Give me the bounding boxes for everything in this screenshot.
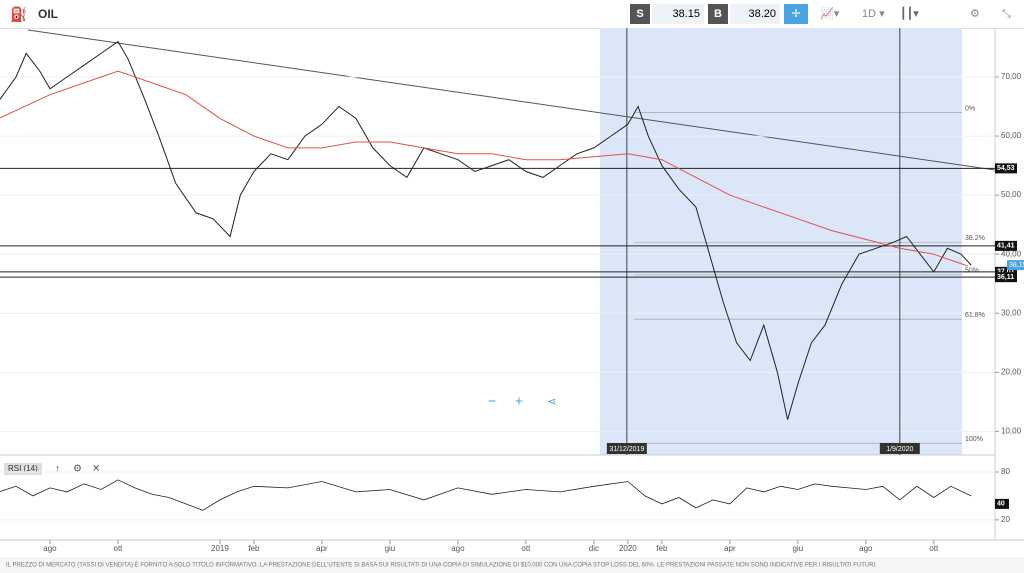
rsi-title: RSI (14) xyxy=(8,464,38,473)
collapse-button[interactable]: ⤡ xyxy=(1002,8,1011,20)
x-tick-label: ott xyxy=(929,544,939,553)
y-tick-label: 50,00 xyxy=(1001,190,1022,199)
fib-area xyxy=(600,28,962,455)
rsi-close-button[interactable]: ✕ xyxy=(92,464,100,475)
buy-price[interactable]: 38.20 xyxy=(730,4,780,24)
x-tick-label: giu xyxy=(792,544,803,553)
x-tick-label: ott xyxy=(521,544,531,553)
candle-button[interactable]: ┃┃▾ xyxy=(900,8,919,20)
price-line xyxy=(0,70,968,267)
x-tick-label: 2019 xyxy=(211,544,229,553)
y-tick-label: 80 xyxy=(1001,467,1010,476)
level-badge xyxy=(995,240,1017,251)
x-tick-label: 2020 xyxy=(619,544,637,553)
date-marker-box xyxy=(606,443,647,454)
date-marker-box xyxy=(879,443,920,454)
y-tick-label: 60,00 xyxy=(1001,131,1022,140)
y-tick-label: 10,00 xyxy=(1001,426,1022,435)
timeframe: 1D xyxy=(862,8,877,20)
fib-label: 61.8% xyxy=(965,312,985,319)
sell-price[interactable]: 38.15 xyxy=(652,4,704,24)
zoom-out-button[interactable]: − xyxy=(488,393,496,409)
x-tick-label: dic xyxy=(589,544,599,553)
level-badge xyxy=(995,266,1017,277)
rsi-up-button[interactable]: ↑ xyxy=(55,464,60,475)
zoom-in-button[interactable]: + xyxy=(515,393,523,409)
price-badge-label: 38,15 xyxy=(1009,262,1024,269)
share-button[interactable]: ⋖ xyxy=(547,396,556,408)
x-tick-label: feb xyxy=(656,544,668,553)
date-marker-label: 1/9/2020 xyxy=(886,446,913,453)
fib-label: 0% xyxy=(965,105,975,112)
zoom-controls xyxy=(478,392,568,412)
disclaimer: IL PREZZO DI MERCATO (TASSI DI VENDITA) … xyxy=(6,562,877,569)
price-line xyxy=(0,40,972,420)
x-tick-label: ago xyxy=(451,544,465,553)
x-tick-label: apr xyxy=(316,544,328,553)
settings-button[interactable]: ⚙ xyxy=(970,8,980,20)
x-tick-label: ott xyxy=(114,544,124,553)
symbol: OIL xyxy=(38,7,58,21)
x-tick-label: feb xyxy=(248,544,260,553)
y-tick-label: 20 xyxy=(1001,515,1010,524)
fib-label: 50% xyxy=(965,268,979,275)
fib-label: 38.2% xyxy=(965,235,985,242)
timeframe-button[interactable]: 1D ▾ xyxy=(862,8,885,20)
chart-type-button[interactable]: 📈▾ xyxy=(820,8,840,20)
y-tick-label: 40,00 xyxy=(1001,249,1022,258)
price-badge xyxy=(1007,260,1024,271)
level-label: 41,41 xyxy=(997,243,1015,250)
x-tick-label: ago xyxy=(43,544,57,553)
footer xyxy=(0,557,1024,573)
y-tick-label: 30,00 xyxy=(1001,308,1022,317)
toolbar: ⛽ OIL S 38.15 B 38.20 ✛ 📈▾ 1D ▾ ┃┃▾ ⚙ ⤡ xyxy=(0,0,1024,29)
level-label: 54,53 xyxy=(997,165,1015,172)
x-tick-label: ago xyxy=(859,544,873,553)
rsi-settings-button[interactable]: ⚙ xyxy=(73,464,82,475)
buy-label[interactable]: B xyxy=(708,4,728,24)
rsi-badge xyxy=(995,498,1009,509)
y-tick-label: 70,00 xyxy=(1001,72,1022,81)
level-label: 36,11 xyxy=(997,274,1014,281)
x-tick-label: apr xyxy=(724,544,736,553)
trend-line xyxy=(27,29,996,171)
date-marker-label: 31/12/2019 xyxy=(609,446,644,453)
level-badge xyxy=(995,272,1017,283)
crosshair-button[interactable]: ✛ xyxy=(784,4,808,24)
fib-label: 100% xyxy=(965,436,983,443)
rsi-badge-label: 40 xyxy=(997,501,1005,508)
rsi-line xyxy=(0,479,972,511)
x-tick-label: giu xyxy=(385,544,396,553)
level-badge xyxy=(995,163,1017,174)
logo: ⛽ xyxy=(10,6,28,22)
y-tick-label: 20,00 xyxy=(1001,367,1022,376)
sell-label[interactable]: S xyxy=(630,4,650,24)
